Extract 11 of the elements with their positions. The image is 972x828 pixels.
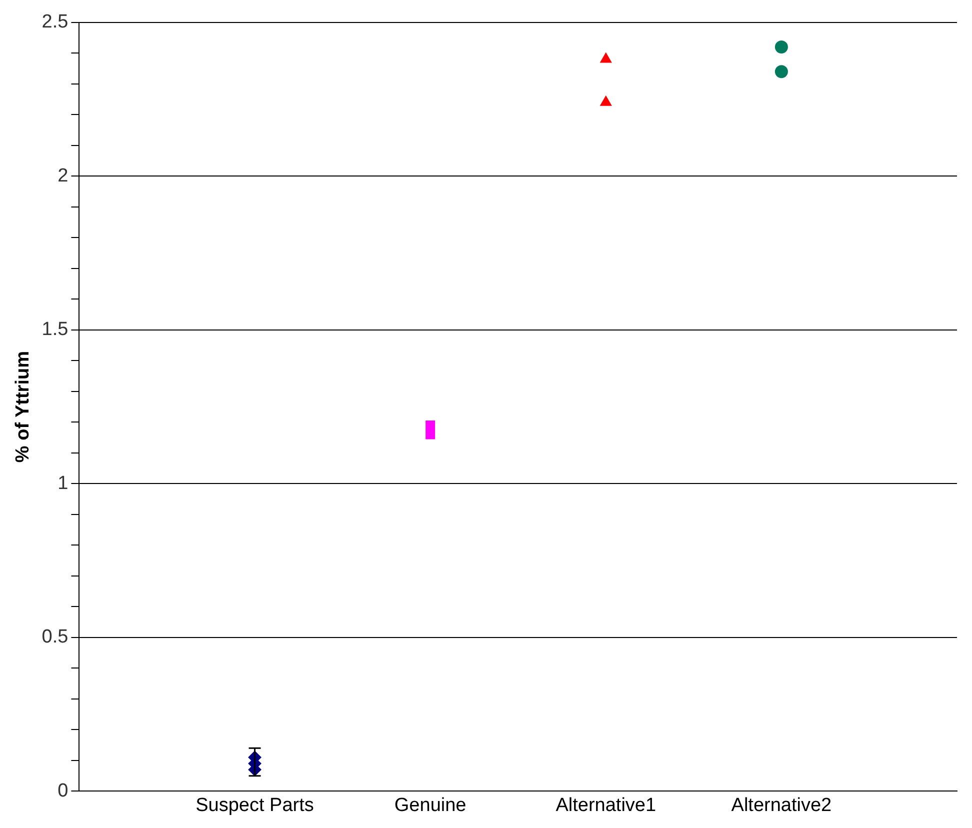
y-axis-title: % of Yttrium (12, 351, 34, 463)
y-tick-label: 2 (58, 165, 68, 186)
x-tick-label: Suspect Parts (196, 794, 314, 816)
y-tick-label: 1 (58, 472, 68, 494)
x-tick-label: Alternative1 (556, 794, 656, 816)
x-tick-label: Genuine (394, 794, 466, 816)
x-tick-label: Alternative2 (731, 794, 832, 816)
y-tick-label: 2.5 (42, 12, 68, 33)
y-tick-label: 1.5 (42, 319, 68, 340)
y-tick-label: 0 (58, 780, 68, 802)
y-tick-label: 0.5 (42, 626, 68, 648)
